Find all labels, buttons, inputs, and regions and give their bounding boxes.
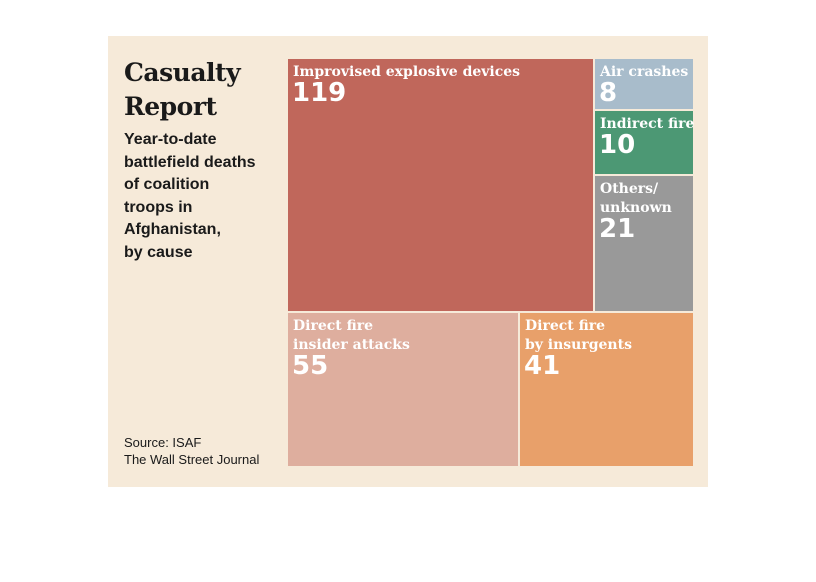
chart-title: Casualty Report	[124, 56, 284, 124]
chart-panel: Casualty Report Year-to-date battlefield…	[108, 36, 708, 487]
treemap-value-indirect: 10	[599, 130, 635, 160]
treemap-label-others: unknown	[600, 200, 672, 216]
subtitle-line: by cause	[124, 243, 193, 261]
treemap-rect-air	[595, 59, 693, 109]
chart-title-line: Report	[124, 92, 217, 121]
treemap-value-insider: 55	[292, 351, 328, 381]
treemap-label-others: Others/	[600, 181, 659, 197]
treemap-label-insurgents: by insurgents	[525, 337, 632, 353]
treemap-label-air: Air crashes	[599, 64, 688, 80]
treemap-value-ied: 119	[292, 78, 346, 108]
treemap-rect-insider	[288, 313, 518, 466]
treemap-label-insider: Direct fire	[293, 318, 373, 334]
treemap-label-insurgents: Direct fire	[525, 318, 605, 334]
treemap-rect-ied	[288, 59, 593, 311]
treemap-rect-insurgents	[520, 313, 693, 466]
treemap-label-insider: insider attacks	[293, 337, 410, 353]
subtitle-line: of coalition	[124, 176, 210, 193]
treemap-rect-others	[595, 176, 693, 311]
publisher-text: The Wall Street Journal	[124, 452, 260, 467]
treemap-value-others: 21	[599, 214, 635, 244]
chart-subtitle: Year-to-date battlefield deaths of coali…	[124, 129, 284, 264]
subtitle-line: battlefield deaths	[124, 153, 256, 171]
subtitle-line: Afghanistan,	[124, 221, 221, 238]
treemap-label-indirect: Indirect fire	[600, 116, 695, 132]
treemap-label-ied: Improvised explosive devices	[293, 64, 520, 80]
chart-title-line: Casualty	[124, 58, 241, 87]
treemap-rect-indirect	[595, 111, 693, 174]
source-note: Source: ISAF The Wall Street Journal	[124, 434, 284, 468]
treemap-value-air: 8	[599, 78, 617, 108]
subtitle-line: troops in	[124, 198, 193, 216]
source-text: Source: ISAF	[124, 435, 202, 450]
subtitle-line: Year-to-date	[124, 131, 217, 148]
treemap-value-insurgents: 41	[524, 351, 560, 381]
